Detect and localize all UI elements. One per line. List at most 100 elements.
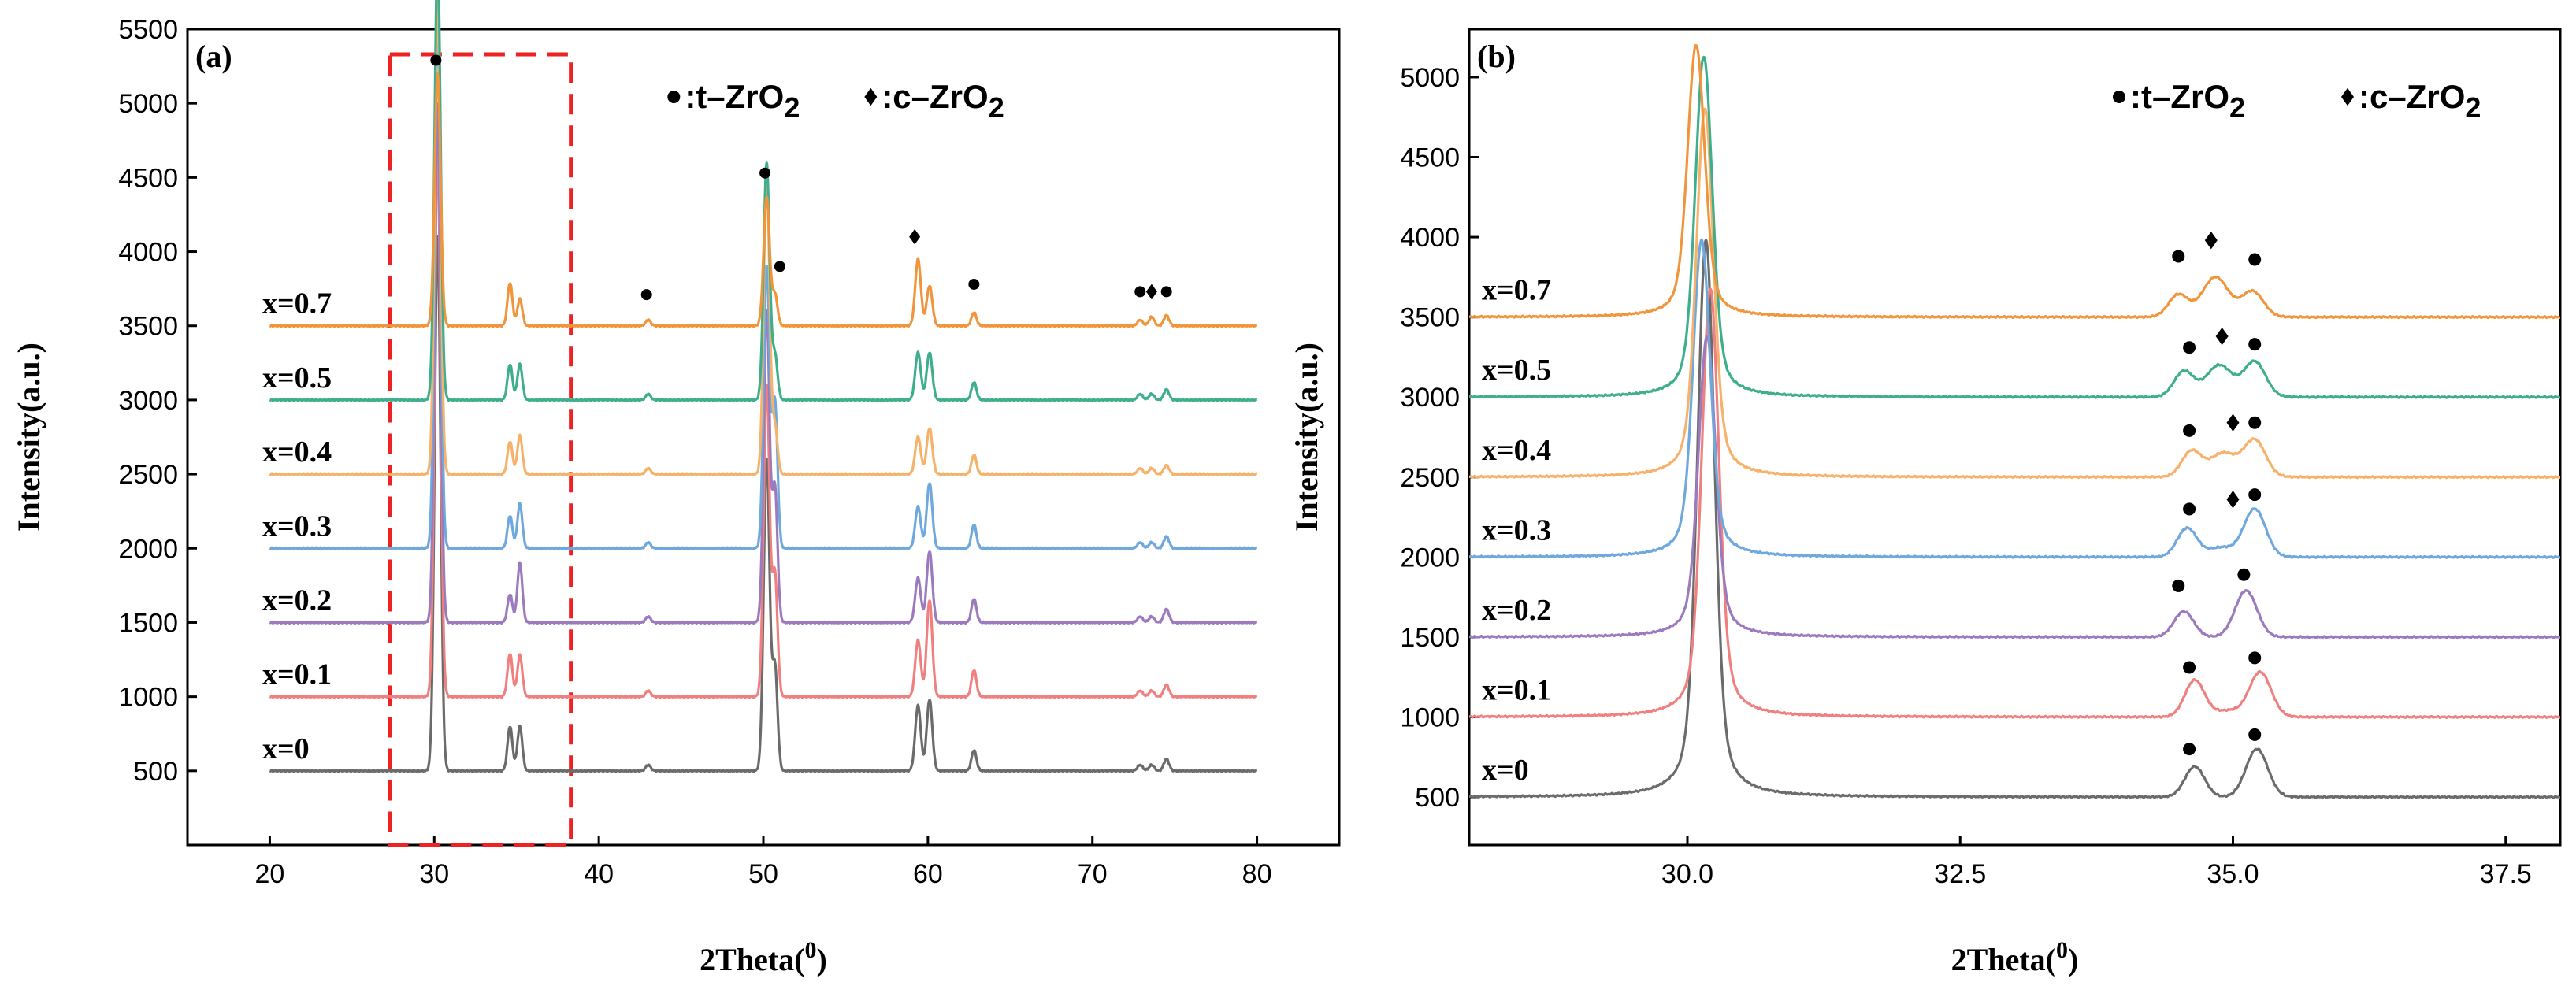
x-axis-title: 2Theta(0) <box>700 937 827 977</box>
y-tick-label: 2000 <box>118 534 178 564</box>
x-tick-label: 40 <box>584 859 614 889</box>
legend: :t–ZrO2 :c–ZrO2 <box>667 78 1004 124</box>
x-axis: 30.0 32.5 35.0 37.5 <box>1661 836 2532 889</box>
plot-frame <box>1468 28 2562 847</box>
panel-a: 20 30 40 50 60 70 80 500 1000 1500 2000 2500 3000 350… <box>11 0 1341 977</box>
series-line <box>1468 239 2561 799</box>
diamond-marker <box>909 228 921 245</box>
series-line <box>1468 55 2561 399</box>
y-tick-label: 5500 <box>118 15 178 45</box>
x-tick-label: 30.0 <box>1661 859 1713 889</box>
circle-marker <box>1134 286 1146 298</box>
circle-marker <box>968 278 980 290</box>
series-label: x=0.2 <box>262 584 332 617</box>
circle-marker <box>2248 253 2262 266</box>
x-tick-label: 30 <box>419 859 449 889</box>
diamond-marker <box>2215 327 2229 346</box>
y-tick-label: 5000 <box>1400 63 1460 93</box>
diamond-marker <box>2226 491 2240 509</box>
series-label: x=0 <box>1482 754 1529 787</box>
series-line <box>1468 44 2561 320</box>
series-label: x=0.5 <box>262 361 332 395</box>
circle-marker <box>1160 286 1172 298</box>
circle-marker <box>2248 488 2262 502</box>
y-tick-label: 4500 <box>1400 143 1460 173</box>
panel-label: (a) <box>195 39 232 74</box>
x-tick-label: 37.5 <box>2480 859 2532 889</box>
y-tick-label: 2500 <box>1400 463 1460 493</box>
circle-marker <box>774 261 785 272</box>
circle-marker <box>2113 91 2125 103</box>
y-axis-title: Intensity(a.u.) <box>11 343 46 532</box>
circle-marker <box>2237 568 2251 581</box>
legend-c-zro2: :c–ZrO2 <box>882 78 1004 124</box>
series-label: x=0.4 <box>262 435 332 469</box>
x-tick-label: 32.5 <box>1934 859 1986 889</box>
circle-marker <box>2172 250 2185 263</box>
series-label: x=0.7 <box>1482 274 1551 307</box>
circle-marker <box>2248 338 2262 351</box>
y-tick-label: 1500 <box>118 608 178 638</box>
diamond-marker <box>864 87 878 106</box>
legend-c-zro2: :c–ZrO2 <box>2359 78 2481 124</box>
y-tick-label: 3500 <box>1400 303 1460 333</box>
y-axis-title: Intensity(a.u.) <box>1289 343 1324 532</box>
y-axis: 500 1000 1500 2000 2500 3000 3500 4000 4500 5000 <box>1400 63 1479 813</box>
diamond-marker <box>2226 413 2240 432</box>
circle-marker <box>640 289 652 301</box>
circle-marker <box>2183 424 2196 437</box>
y-tick-label: 500 <box>1415 783 1460 813</box>
circle-marker <box>2183 743 2196 756</box>
circle-marker <box>2248 728 2262 741</box>
diamond-marker <box>2204 231 2218 250</box>
y-tick-label: 2500 <box>118 460 178 490</box>
diamond-marker <box>1145 284 1157 300</box>
y-tick-label: 1000 <box>118 683 178 713</box>
diamond-marker <box>2341 87 2354 106</box>
x-axis-title: 2Theta(0) <box>1951 937 2079 977</box>
y-tick-label: 4500 <box>118 163 178 193</box>
legend-t-zro2: :t–ZrO2 <box>2130 78 2245 124</box>
y-tick-label: 3000 <box>118 386 178 416</box>
series-label: x=0.4 <box>1482 434 1551 467</box>
series-line <box>1468 107 2561 480</box>
series-line <box>269 72 1258 328</box>
y-tick-label: 500 <box>133 757 178 787</box>
circle-marker <box>2248 651 2262 665</box>
series-line <box>1468 335 2561 639</box>
x-tick-label: 35.0 <box>2207 859 2259 889</box>
circle-marker <box>2172 579 2185 592</box>
x-tick-label: 60 <box>913 859 943 889</box>
series-label: x=0.3 <box>1482 513 1551 547</box>
y-tick-label: 2000 <box>1400 543 1460 573</box>
circle-marker <box>2183 502 2196 516</box>
highlight-box <box>388 52 573 847</box>
y-tick-label: 5000 <box>118 89 178 119</box>
peak-markers <box>2172 231 2262 756</box>
series-label: x=0.2 <box>1482 594 1551 627</box>
series-label: x=0.3 <box>262 510 332 543</box>
x-tick-label: 80 <box>1242 859 1272 889</box>
panel-label: (b) <box>1477 39 1516 74</box>
legend-t-zro2: :t–ZrO2 <box>685 78 800 124</box>
series-label: x=0.1 <box>1482 673 1551 706</box>
peak-markers <box>430 54 1172 301</box>
x-axis: 20 30 40 50 60 70 80 <box>255 836 1272 889</box>
series-label: x=0.5 <box>1482 354 1551 387</box>
series-line <box>1468 238 2561 559</box>
y-tick-label: 1000 <box>1400 702 1460 732</box>
series-line <box>1468 287 2561 720</box>
legend: :t–ZrO2 :c–ZrO2 <box>2113 78 2481 124</box>
y-tick-label: 3000 <box>1400 383 1460 413</box>
y-tick-label: 4000 <box>118 238 178 268</box>
y-tick-label: 1500 <box>1400 623 1460 653</box>
panel-b: 30.0 32.5 35.0 37.5 500 1000 1500 2000 2500 3000 3… <box>1289 28 2562 977</box>
circle-marker <box>2248 416 2262 429</box>
circle-marker <box>759 167 771 179</box>
circle-marker <box>2183 341 2196 354</box>
y-tick-label: 4000 <box>1400 223 1460 253</box>
x-tick-label: 50 <box>748 859 778 889</box>
circle-marker <box>667 91 681 103</box>
x-tick-label: 70 <box>1078 859 1108 889</box>
